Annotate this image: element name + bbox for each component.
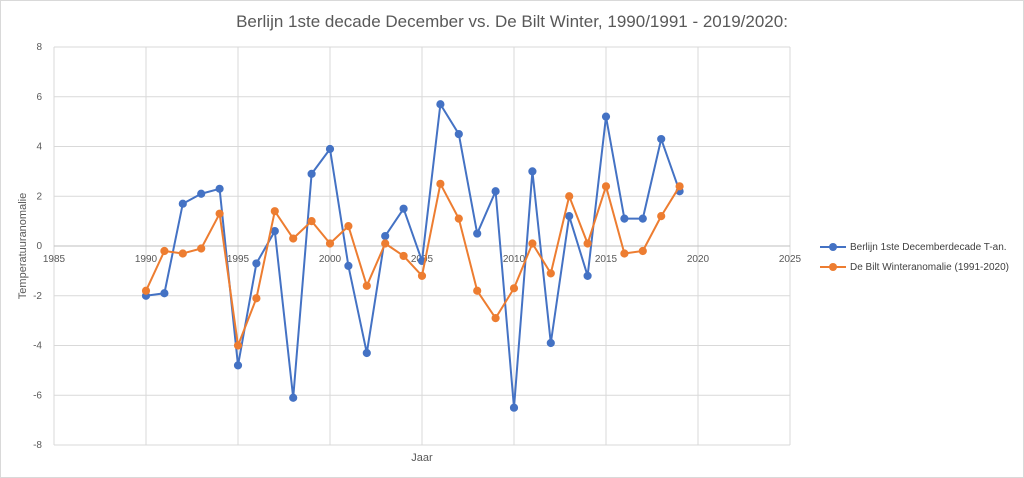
data-point-1: [565, 192, 574, 201]
data-point-0: [546, 338, 555, 348]
data-point-1: [657, 212, 666, 221]
data-point-1: [675, 182, 684, 191]
data-point-1: [546, 269, 555, 278]
legend-item-de-bilt: De Bilt Winteranomalie (1991-2020): [820, 257, 1009, 277]
legend-swatch-de-bilt: [820, 262, 846, 272]
y-tick-label: -8: [33, 440, 42, 451]
data-point-0: [399, 204, 408, 213]
x-axis-title: Jaar: [411, 452, 433, 464]
data-point-1: [381, 239, 390, 248]
data-point-0: [583, 271, 592, 280]
legend-swatch-berlijn: [820, 242, 846, 252]
data-point-0: [657, 134, 666, 144]
y-tick-label: 6: [36, 92, 42, 103]
data-point-1: [473, 286, 482, 295]
data-point-1: [454, 214, 463, 223]
data-point-1: [583, 239, 592, 248]
data-point-0: [307, 169, 316, 178]
series-line-1: [145, 182, 681, 347]
data-point-1: [233, 341, 243, 350]
data-point-0: [252, 259, 261, 268]
x-tick-label: 1985: [43, 254, 66, 265]
data-point-0: [178, 199, 187, 208]
data-point-1: [399, 251, 408, 261]
x-tick-label: 2000: [319, 254, 342, 265]
data-point-0: [491, 187, 500, 196]
data-point-1: [270, 207, 279, 216]
data-point-1: [638, 246, 647, 256]
data-point-0: [638, 214, 647, 223]
data-point-0: [289, 393, 298, 402]
data-point-1: [252, 294, 261, 303]
data-point-0: [620, 214, 629, 223]
x-tick-label: 1990: [135, 254, 158, 265]
data-point-0: [197, 189, 206, 198]
data-point-1: [436, 179, 445, 188]
data-point-1: [289, 234, 298, 243]
x-tick-label: 1995: [227, 254, 250, 265]
data-point-0: [454, 129, 463, 139]
data-point-1: [197, 244, 206, 253]
data-point-0: [528, 167, 537, 176]
data-point-1: [215, 209, 224, 218]
data-point-0: [233, 361, 243, 370]
data-point-0: [362, 348, 371, 358]
y-tick-label: -6: [33, 390, 42, 401]
y-tick-label: 0: [36, 241, 42, 252]
data-point-0: [436, 100, 445, 109]
data-point-1: [417, 271, 427, 280]
data-point-0: [509, 403, 519, 412]
x-tick-label: 2010: [503, 254, 526, 265]
data-point-1: [509, 284, 519, 293]
data-point-0: [381, 231, 390, 241]
data-point-0: [565, 212, 574, 221]
data-point-0: [325, 144, 335, 154]
legend-item-berlijn: Berlijn 1ste Decemberdecade T-an.: [820, 237, 1009, 257]
y-tick-label: 8: [36, 42, 42, 53]
series-line-0: [145, 103, 681, 409]
data-point-1: [620, 249, 629, 258]
y-tick-label: -2: [33, 291, 42, 302]
legend-label-de-bilt: De Bilt Winteranomalie (1991-2020): [850, 261, 1009, 273]
chart-title: Berlijn 1ste decade December vs. De Bilt…: [236, 12, 788, 31]
y-axis-title: Temperatuuranomalie: [17, 193, 29, 299]
data-point-0: [601, 112, 611, 121]
data-point-1: [141, 286, 151, 295]
data-point-1: [362, 281, 371, 290]
data-point-0: [270, 226, 279, 236]
y-tick-label: 4: [36, 142, 42, 153]
data-point-0: [160, 289, 169, 298]
y-tick-label: 2: [36, 191, 42, 202]
data-point-1: [491, 314, 500, 323]
data-point-0: [344, 261, 353, 270]
legend-label-berlijn: Berlijn 1ste Decemberdecade T-an.: [850, 241, 1007, 253]
data-point-1: [160, 246, 169, 256]
x-tick-label: 2025: [779, 254, 802, 265]
chart-legend: Berlijn 1ste Decemberdecade T-an. De Bil…: [820, 237, 1009, 277]
data-point-1: [601, 182, 611, 191]
data-point-1: [178, 249, 187, 258]
data-point-1: [307, 217, 316, 226]
x-tick-label: 2015: [595, 254, 618, 265]
data-point-0: [473, 229, 482, 238]
data-point-1: [528, 239, 537, 248]
data-point-0: [215, 184, 224, 193]
data-point-1: [344, 222, 353, 231]
y-tick-label: -4: [33, 341, 42, 352]
x-tick-label: 2020: [687, 254, 710, 265]
data-point-1: [325, 239, 335, 248]
